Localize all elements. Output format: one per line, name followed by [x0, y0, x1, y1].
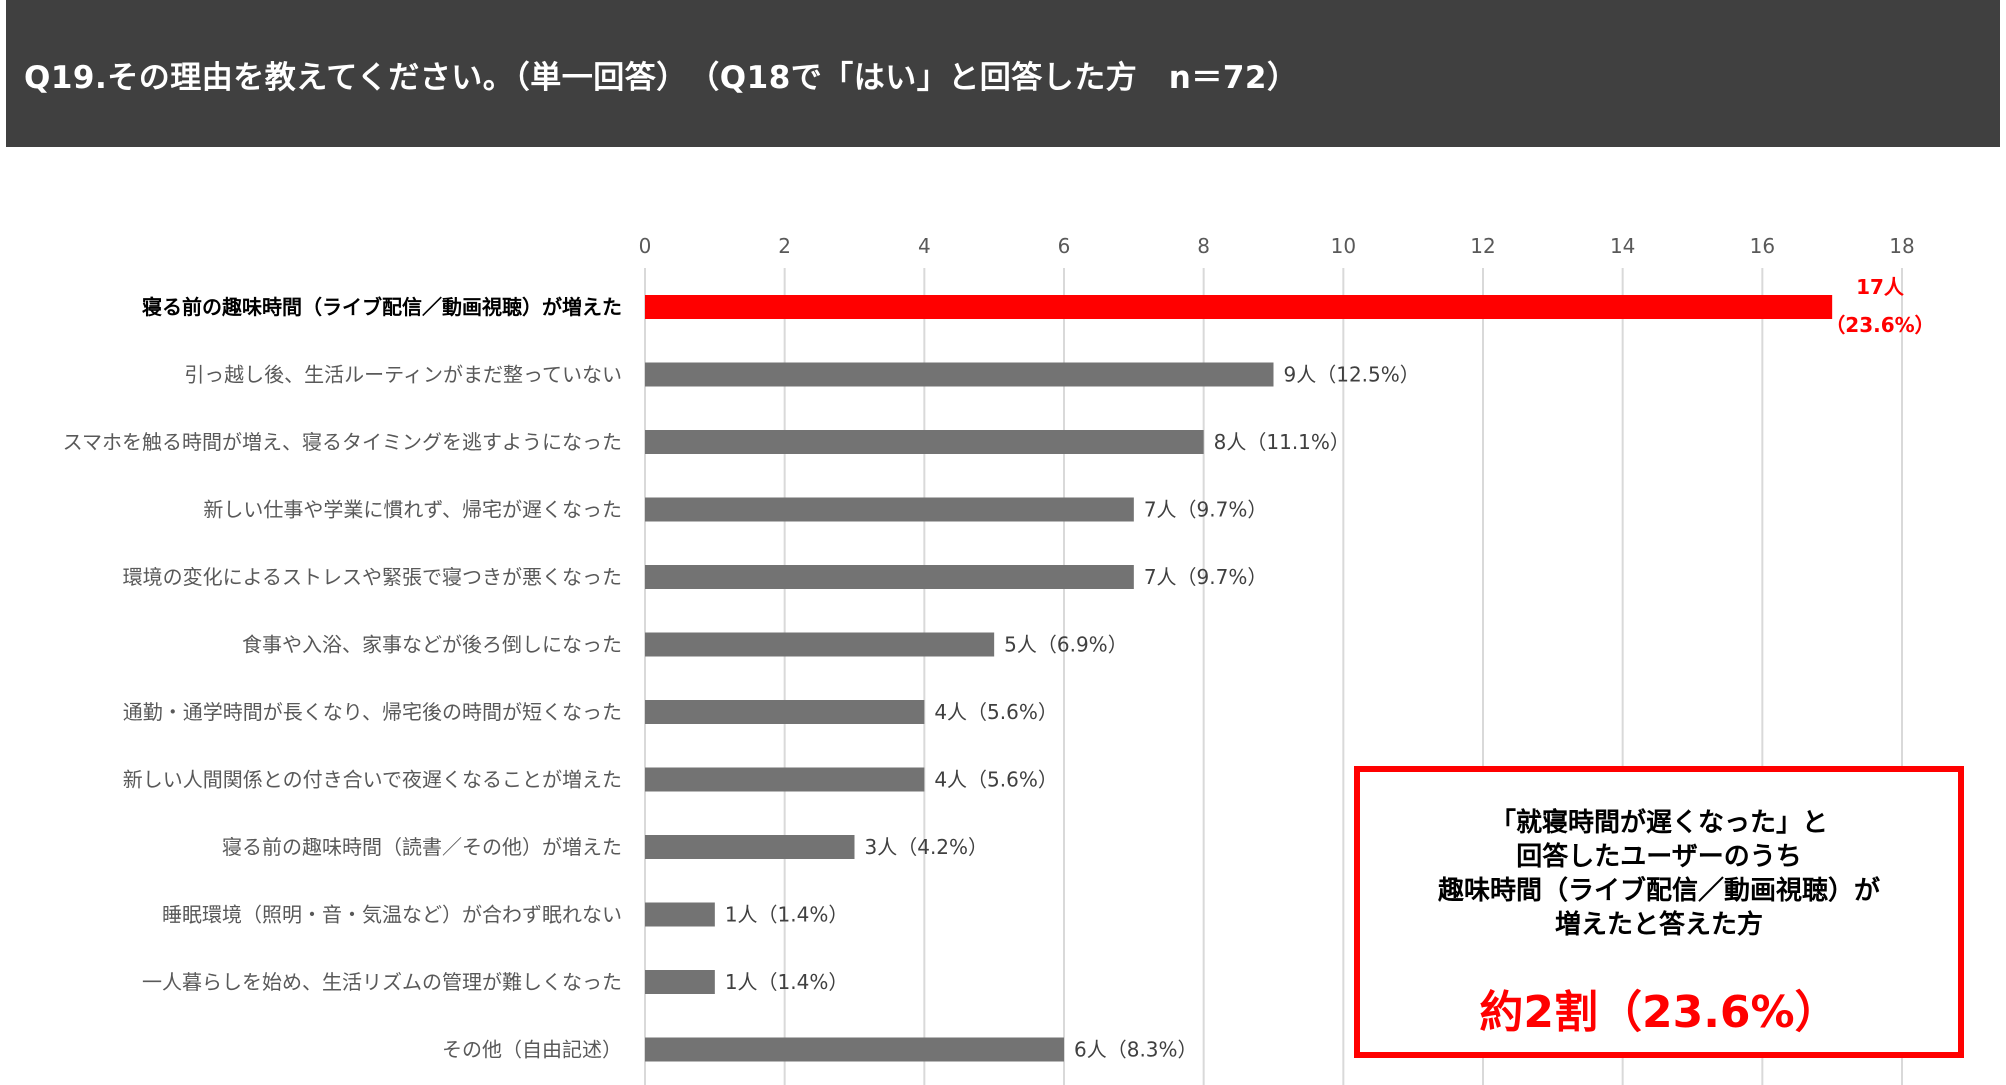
callout-line-1: 「就寝時間が遅くなった」と: [1489, 808, 1828, 838]
data-label-9: 3人（4.2%）: [865, 835, 989, 859]
slide-title: Q19.その理由を教えてください。（単一回答） （Q18で「はい」と回答した方 …: [24, 60, 1299, 96]
category-label-2: 引っ越し後、生活ルーティンがまだ整っていない: [184, 363, 622, 387]
callout-line-4: 増えたと答えた方: [1554, 910, 1763, 940]
data-label-10: 1人（1.4%）: [725, 903, 849, 927]
bar-2: [645, 362, 1274, 387]
x-tick-label-14: 14: [1610, 234, 1635, 258]
summary-callout: 「就寝時間が遅くなった」と 回答したユーザーのうち 趣味時間（ライブ配信／動画視…: [1354, 766, 1964, 1058]
bar-6: [645, 632, 995, 657]
data-label-1-percent: （23.6%）: [1825, 313, 1934, 337]
bar-3: [645, 430, 1204, 454]
category-label-3: スマホを触る時間が増え、寝るタイミングを逃すようになった: [63, 430, 622, 454]
category-label-11: 一人暮らしを始め、生活リズムの管理が難しくなった: [142, 970, 622, 994]
x-tick-label-18: 18: [1889, 234, 1914, 258]
data-label-4: 7人（9.7%）: [1144, 498, 1268, 522]
data-label-1-count: 17人: [1856, 275, 1905, 299]
category-label-6: 食事や入浴、家事などが後ろ倒しになった: [242, 633, 622, 657]
data-label-6: 5人（6.9%）: [1004, 633, 1128, 657]
x-tick-label-12: 12: [1470, 234, 1495, 258]
bar-9: [645, 835, 855, 859]
bar-7: [645, 700, 925, 724]
bar-4: [645, 497, 1134, 522]
category-label-1: 寝る前の趣味時間（ライブ配信／動画視聴）が増えた: [142, 295, 622, 319]
callout-line-2: 回答したユーザーのうち: [1516, 842, 1802, 872]
x-tick-label-16: 16: [1750, 234, 1775, 258]
x-tick-label-4: 4: [918, 234, 931, 258]
bar-8: [645, 767, 925, 792]
data-label-2: 9人（12.5%）: [1284, 363, 1420, 387]
callout-line-3: 趣味時間（ライブ配信／動画視聴）が: [1437, 876, 1880, 906]
category-label-8: 新しい人間関係との付き合いで夜遅くなることが増えた: [123, 768, 622, 792]
category-label-7: 通勤・通学時間が長くなり、帰宅後の時間が短くなった: [123, 700, 622, 724]
category-label-12: その他（自由記述）: [442, 1038, 622, 1062]
x-tick-label-6: 6: [1058, 234, 1071, 258]
data-label-11: 1人（1.4%）: [725, 970, 849, 994]
data-label-12: 6人（8.3%）: [1074, 1038, 1198, 1062]
slide-header: Q19.その理由を教えてください。（単一回答） （Q18で「はい」と回答した方 …: [6, 0, 2000, 147]
category-label-4: 新しい仕事や学業に慣れず、帰宅が遅くなった: [203, 498, 622, 522]
bar-1: [645, 295, 1833, 319]
x-tick-label-0: 0: [639, 234, 652, 258]
data-label-8: 4人（5.6%）: [934, 768, 1058, 792]
category-label-10: 睡眠環境（照明・音・気温など）が合わず眠れない: [162, 903, 622, 927]
bar-12: [645, 1037, 1064, 1062]
callout-highlight: 約2割（23.6%）: [1479, 987, 1839, 1038]
data-label-3: 8人（11.1%）: [1214, 430, 1350, 454]
x-tick-label-10: 10: [1331, 234, 1356, 258]
bar-10: [645, 902, 715, 927]
category-label-9: 寝る前の趣味時間（読書／その他）が増えた: [222, 835, 622, 859]
x-tick-label-2: 2: [778, 234, 791, 258]
category-label-5: 環境の変化によるストレスや緊張で寝つきが悪くなった: [123, 565, 622, 589]
data-label-7: 4人（5.6%）: [934, 700, 1058, 724]
bar-5: [645, 565, 1134, 589]
bar-11: [645, 970, 715, 994]
data-label-5: 7人（9.7%）: [1144, 565, 1268, 589]
x-tick-label-8: 8: [1197, 234, 1210, 258]
